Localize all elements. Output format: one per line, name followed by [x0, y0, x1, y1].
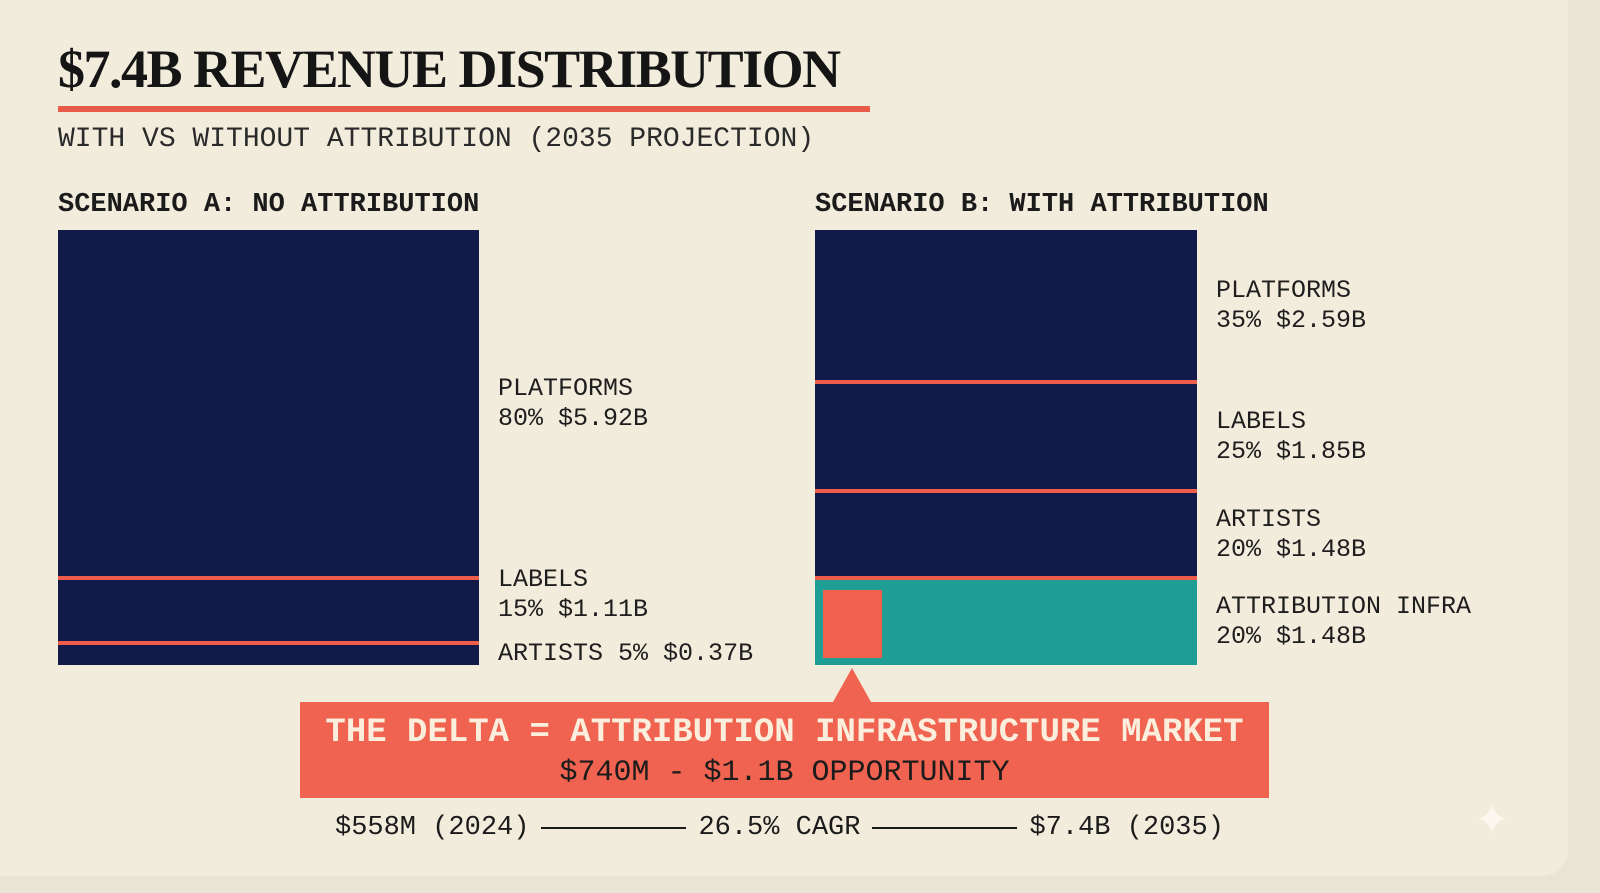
scenario-a-stacked-bar [58, 230, 479, 665]
segment-value: 25% $1.85B [1216, 436, 1367, 466]
segment-value: 20% $1.48B [1216, 621, 1367, 651]
segment-label: ARTISTS 20% $1.48B [1216, 505, 1366, 565]
bar-segment-artists [58, 643, 479, 665]
title-underline [58, 106, 870, 112]
delta-callout: THE DELTA = ATTRIBUTION INFRASTRUCTURE M… [300, 702, 1269, 798]
segment-label: ATTRIBUTION INFRA 20% $1.48B [1216, 592, 1471, 652]
bar-segment-platforms [58, 230, 479, 578]
bar-segment-platforms [815, 230, 1197, 383]
sparkle-icon: ✦ [1474, 786, 1511, 854]
segment-divider [815, 380, 1197, 385]
callout-subtitle: $740M - $1.1B OPPORTUNITY [559, 756, 1010, 790]
segment-name: PLATFORMS [1216, 276, 1352, 306]
page-subtitle: WITH VS WITHOUT ATTRIBUTION (2035 PROJEC… [58, 124, 815, 155]
segment-label: LABELS 25% $1.85B [1216, 407, 1366, 467]
callout-title: THE DELTA = ATTRIBUTION INFRASTRUCTURE M… [325, 714, 1244, 752]
segment-value: 35% $2.59B [1216, 306, 1367, 336]
bar-segment-labels [58, 578, 479, 644]
segment-value: 15% $1.11B [498, 594, 649, 624]
segment-name: PLATFORMS [498, 374, 634, 403]
segment-name: ARTISTS [498, 639, 604, 669]
segment-divider [58, 641, 479, 646]
segment-divider [815, 576, 1197, 580]
bar-segment-labels [815, 382, 1197, 491]
growth-rate: 26.5% CAGR [698, 813, 861, 843]
segment-divider [815, 489, 1197, 493]
growth-timeline: $558M (2024) 26.5% CAGR $7.4B (2035) [335, 813, 1224, 843]
segment-name: LABELS [498, 564, 589, 594]
timeline-line [872, 827, 1018, 829]
segment-value: 20% $1.48B [1216, 534, 1367, 564]
segment-label: ARTISTS 5% $0.37B [498, 639, 753, 669]
timeline-line [541, 827, 687, 829]
segment-label: PLATFORMS 35% $2.59B [1216, 276, 1366, 336]
growth-end: $7.4B (2035) [1029, 813, 1224, 843]
growth-start: $558M (2024) [335, 813, 530, 843]
page-title: $7.4B REVENUE DISTRIBUTION [58, 39, 841, 99]
segment-divider [58, 576, 479, 580]
segment-name: LABELS [1216, 406, 1307, 436]
segment-value: 80% $5.92B [498, 404, 649, 433]
segment-name: ATTRIBUTION INFRA [1216, 591, 1472, 621]
bar-segment-artists [815, 491, 1197, 578]
scenario-b-title: SCENARIO B: WITH ATTRIBUTION [815, 190, 1269, 220]
segment-label: LABELS 15% $1.11B [498, 565, 648, 625]
scenario-a-title: SCENARIO A: NO ATTRIBUTION [58, 190, 480, 220]
infographic-card: $7.4B REVENUE DISTRIBUTION WITH VS WITHO… [58, 39, 1511, 854]
segment-value: 5% $0.37B [618, 639, 754, 669]
segment-name: ARTISTS [1216, 504, 1322, 534]
callout-pointer [833, 668, 871, 702]
segment-label: PLATFORMS 80% $5.92B [498, 374, 648, 434]
delta-marker [823, 590, 882, 658]
